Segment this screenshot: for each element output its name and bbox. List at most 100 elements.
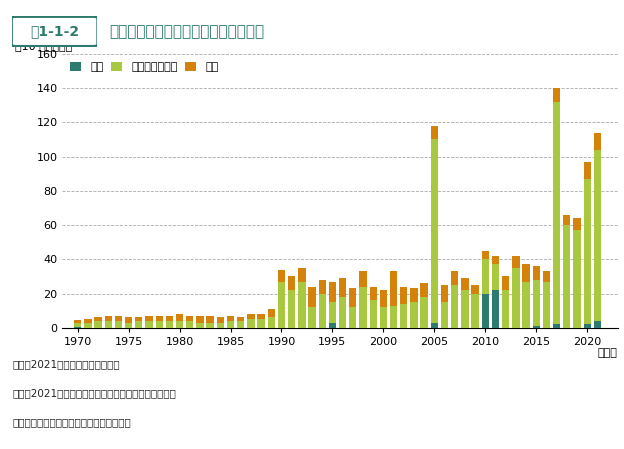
Bar [461, 290, 469, 328]
Bar [441, 302, 448, 328]
Bar [94, 317, 102, 321]
Bar [288, 277, 295, 290]
Bar [563, 215, 570, 225]
Bar [166, 316, 173, 321]
Bar [186, 321, 193, 328]
Bar [369, 300, 377, 328]
Bar [583, 162, 591, 179]
Bar [319, 294, 326, 328]
Bar [359, 287, 367, 328]
Bar [411, 302, 417, 328]
Bar [502, 290, 509, 328]
Bar [166, 321, 173, 328]
Bar [573, 218, 581, 230]
Bar [380, 290, 387, 307]
Bar [390, 305, 397, 328]
Bar [84, 319, 92, 323]
Bar [329, 323, 336, 328]
Bar [135, 321, 142, 328]
Bar [441, 285, 448, 302]
Bar [176, 314, 183, 321]
Text: （年）: （年） [598, 348, 618, 358]
Bar [84, 323, 92, 328]
Bar [197, 316, 203, 323]
Text: 資料：スイス・リー・インスティテュート: 資料：スイス・リー・インスティテュート [12, 418, 131, 427]
Bar [197, 323, 203, 328]
Bar [217, 323, 224, 328]
Bar [237, 321, 245, 328]
Bar [329, 282, 336, 302]
Bar [319, 280, 326, 294]
Legend: 地震, 気象関連大災害, 人災: 地震, 気象関連大災害, 人災 [68, 59, 221, 74]
Bar [593, 150, 601, 321]
Bar [207, 316, 214, 323]
Text: 注１：2021年の物価にスライド。: 注１：2021年の物価にスライド。 [12, 359, 120, 369]
Bar [532, 280, 540, 326]
Bar [308, 307, 316, 328]
Bar [553, 324, 560, 328]
Bar [431, 323, 438, 328]
Bar [349, 288, 356, 307]
Bar [583, 324, 591, 328]
Bar [145, 321, 153, 328]
Text: （10 億米ドル）: （10 億米ドル） [15, 41, 72, 51]
Bar [155, 321, 163, 328]
Bar [145, 316, 153, 321]
Bar [258, 314, 265, 319]
Bar [115, 316, 122, 321]
Bar [512, 268, 520, 328]
Bar [186, 316, 193, 321]
Bar [522, 282, 530, 328]
Bar [155, 316, 163, 321]
Bar [329, 302, 336, 323]
Bar [522, 264, 530, 282]
Bar [247, 314, 255, 319]
Bar [502, 277, 509, 290]
Bar [237, 317, 245, 321]
Bar [268, 309, 275, 317]
Bar [298, 268, 306, 282]
Bar [135, 317, 142, 321]
Bar [451, 271, 459, 285]
Bar [298, 282, 306, 328]
Bar [492, 264, 499, 290]
Bar [359, 271, 367, 287]
Bar [369, 287, 377, 300]
Text: 図1-1-2: 図1-1-2 [30, 24, 79, 39]
Bar [390, 271, 397, 305]
Bar [105, 316, 112, 321]
Bar [492, 290, 499, 328]
Bar [400, 304, 407, 328]
Bar [349, 307, 356, 328]
Bar [308, 287, 316, 307]
Bar [207, 323, 214, 328]
Bar [258, 319, 265, 328]
Bar [573, 230, 581, 328]
Bar [492, 256, 499, 264]
Bar [553, 88, 560, 102]
Bar [583, 179, 591, 324]
Bar [431, 126, 438, 140]
Bar [278, 282, 285, 328]
Bar [593, 321, 601, 328]
Bar [227, 321, 234, 328]
Bar [247, 319, 255, 328]
Bar [532, 326, 540, 328]
Bar [268, 317, 275, 328]
Bar [400, 287, 407, 304]
Bar [288, 290, 295, 328]
Bar [217, 317, 224, 323]
Bar [543, 271, 550, 282]
Bar [176, 321, 183, 328]
Bar [421, 297, 428, 328]
Bar [125, 317, 132, 323]
Bar [482, 260, 489, 294]
Text: 世界の大災害による保険損害額の推移: 世界の大災害による保険損害額の推移 [109, 24, 265, 39]
Bar [227, 316, 234, 321]
Bar [471, 294, 479, 328]
Bar [125, 323, 132, 328]
Bar [278, 269, 285, 282]
Bar [411, 288, 417, 302]
Bar [563, 225, 570, 328]
Bar [543, 282, 550, 328]
